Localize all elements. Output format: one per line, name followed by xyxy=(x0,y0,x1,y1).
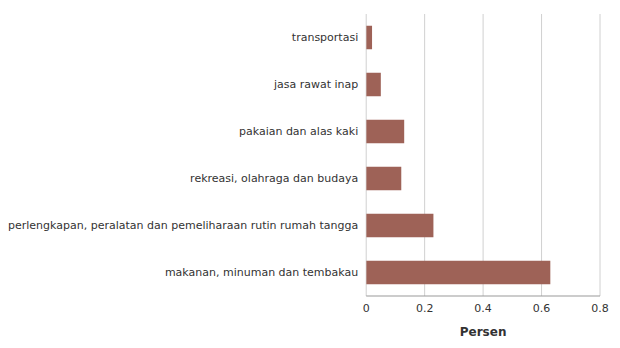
x-tick-labels: 0 0.2 0.4 0.6 0.8 xyxy=(363,302,609,315)
grid-line xyxy=(483,14,484,296)
grid xyxy=(366,14,600,296)
grid-line xyxy=(541,14,542,296)
grid-line xyxy=(366,14,367,296)
category-label: jasa rawat inap xyxy=(273,78,358,91)
x-tick-label: 0.8 xyxy=(591,302,609,315)
x-tick-label: 0.2 xyxy=(416,302,434,315)
chart: makanan, minuman dan tembakau perlengkapa… xyxy=(0,0,620,348)
category-label: perlengkapan, peralatan dan pemeliharaan… xyxy=(8,219,358,232)
category-label: makanan, minuman dan tembakau xyxy=(165,266,358,279)
x-axis-label: Persen xyxy=(460,325,507,339)
grid-line xyxy=(424,14,425,296)
bar xyxy=(366,214,433,238)
category-label: transportasi xyxy=(292,31,358,44)
x-axis-line xyxy=(366,296,600,297)
bar xyxy=(366,73,381,97)
x-tick-label: 0.4 xyxy=(474,302,492,315)
bar xyxy=(366,120,404,144)
bar xyxy=(366,261,550,285)
category-labels: makanan, minuman dan tembakau perlengkapa… xyxy=(8,31,358,279)
grid-line xyxy=(600,14,601,296)
category-label: pakaian dan alas kaki xyxy=(239,125,358,138)
category-label: rekreasi, olahraga dan budaya xyxy=(190,172,358,185)
bar xyxy=(366,26,372,50)
bars xyxy=(366,26,550,285)
bar xyxy=(366,167,401,191)
x-tick-label: 0.6 xyxy=(533,302,551,315)
x-tick-label: 0 xyxy=(363,302,370,315)
